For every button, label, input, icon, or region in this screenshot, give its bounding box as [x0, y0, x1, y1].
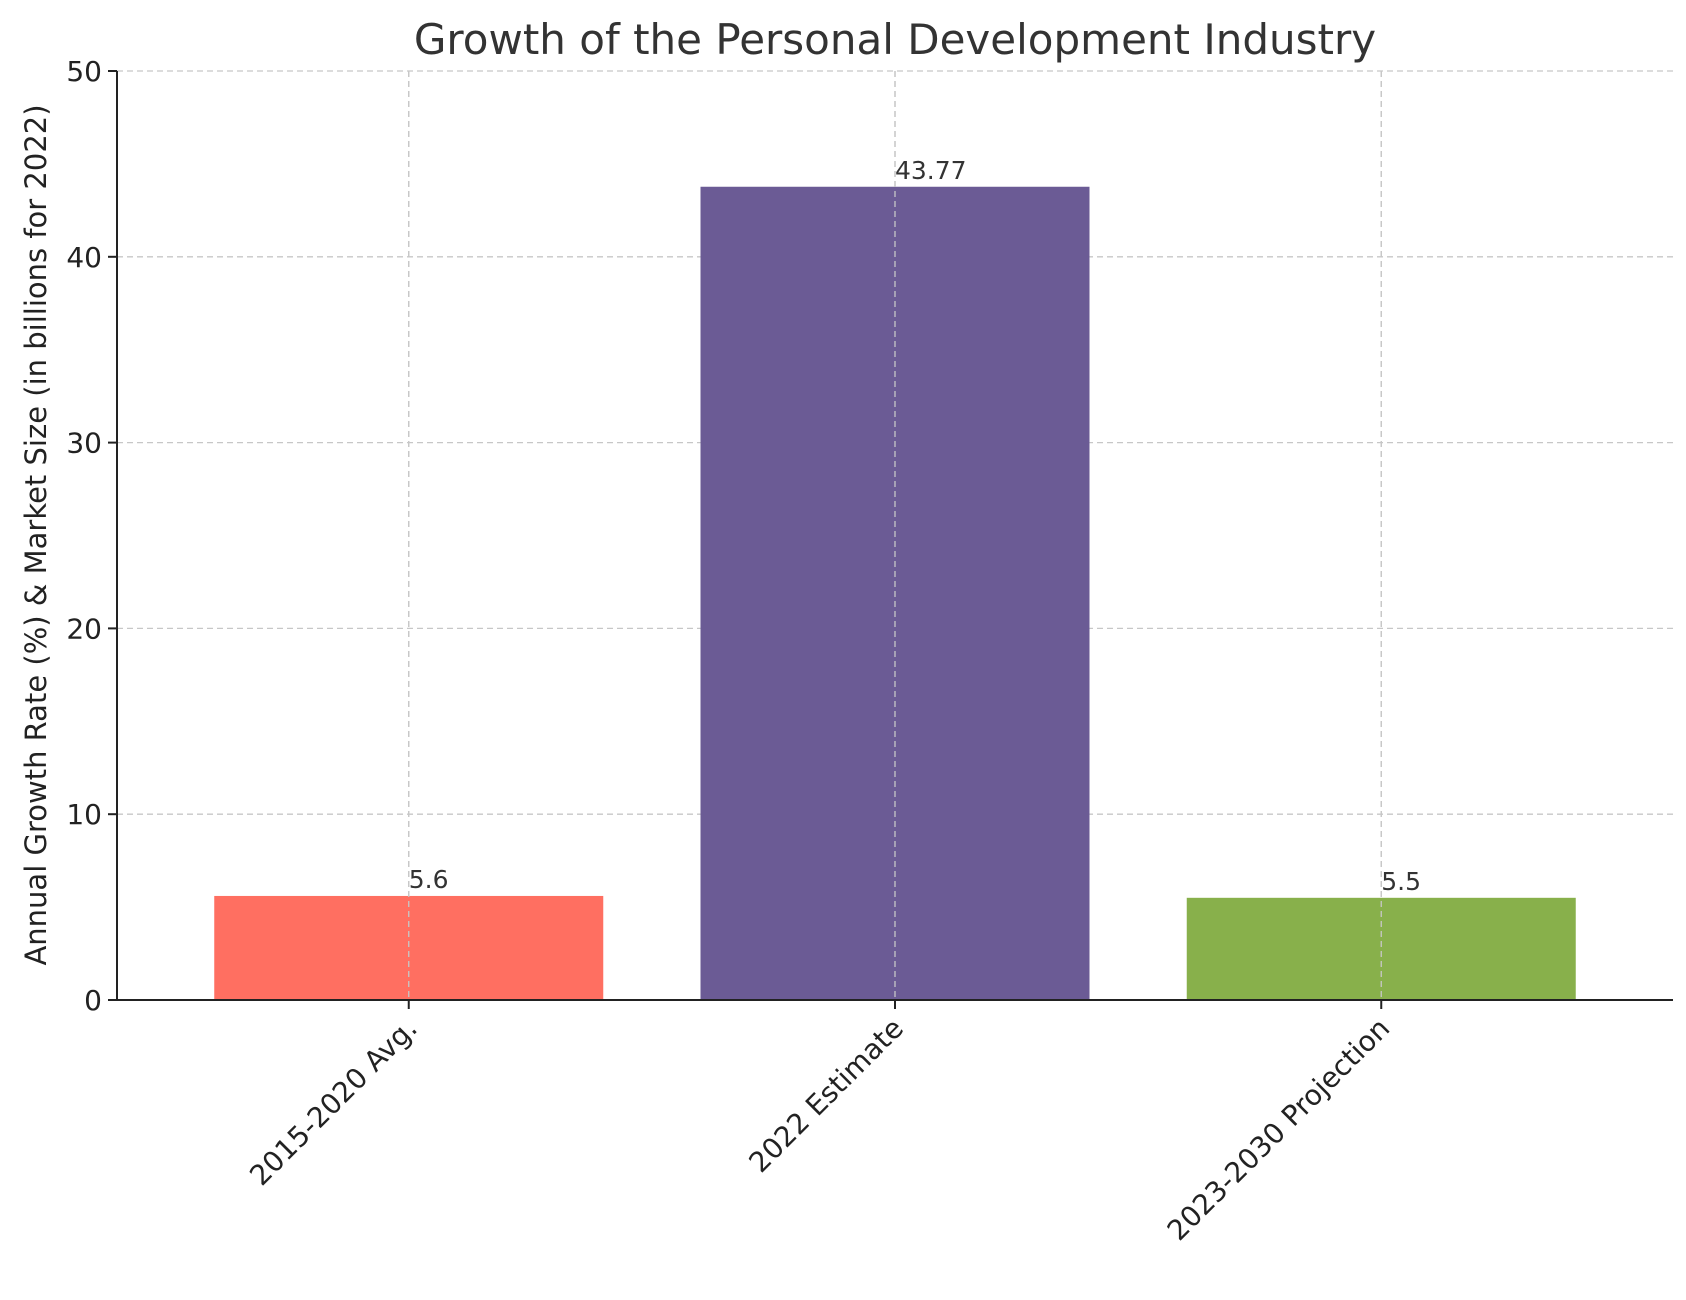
- y-tick-label: 10: [66, 798, 102, 831]
- data-label: 43.77: [895, 156, 967, 185]
- y-tick-label: 30: [66, 427, 102, 460]
- x-tick-label: 2015-2020 Avg.: [243, 1012, 424, 1193]
- y-tick-label: 0: [84, 984, 102, 1017]
- data-label: 5.6: [409, 865, 449, 894]
- chart-title: Growth of the Personal Development Indus…: [414, 15, 1376, 64]
- y-tick-label: 40: [66, 241, 102, 274]
- data-label: 5.5: [1381, 867, 1421, 896]
- axes: [108, 70, 1673, 1009]
- y-axis-label: Annual Growth Rate (%) & Market Size (in…: [19, 104, 53, 965]
- x-tick-label: 2022 Estimate: [742, 1012, 909, 1179]
- y-tick-label: 50: [66, 55, 102, 88]
- y-tick-label: 20: [66, 612, 102, 645]
- x-tick-label: 2023-2030 Projection: [1161, 1012, 1396, 1247]
